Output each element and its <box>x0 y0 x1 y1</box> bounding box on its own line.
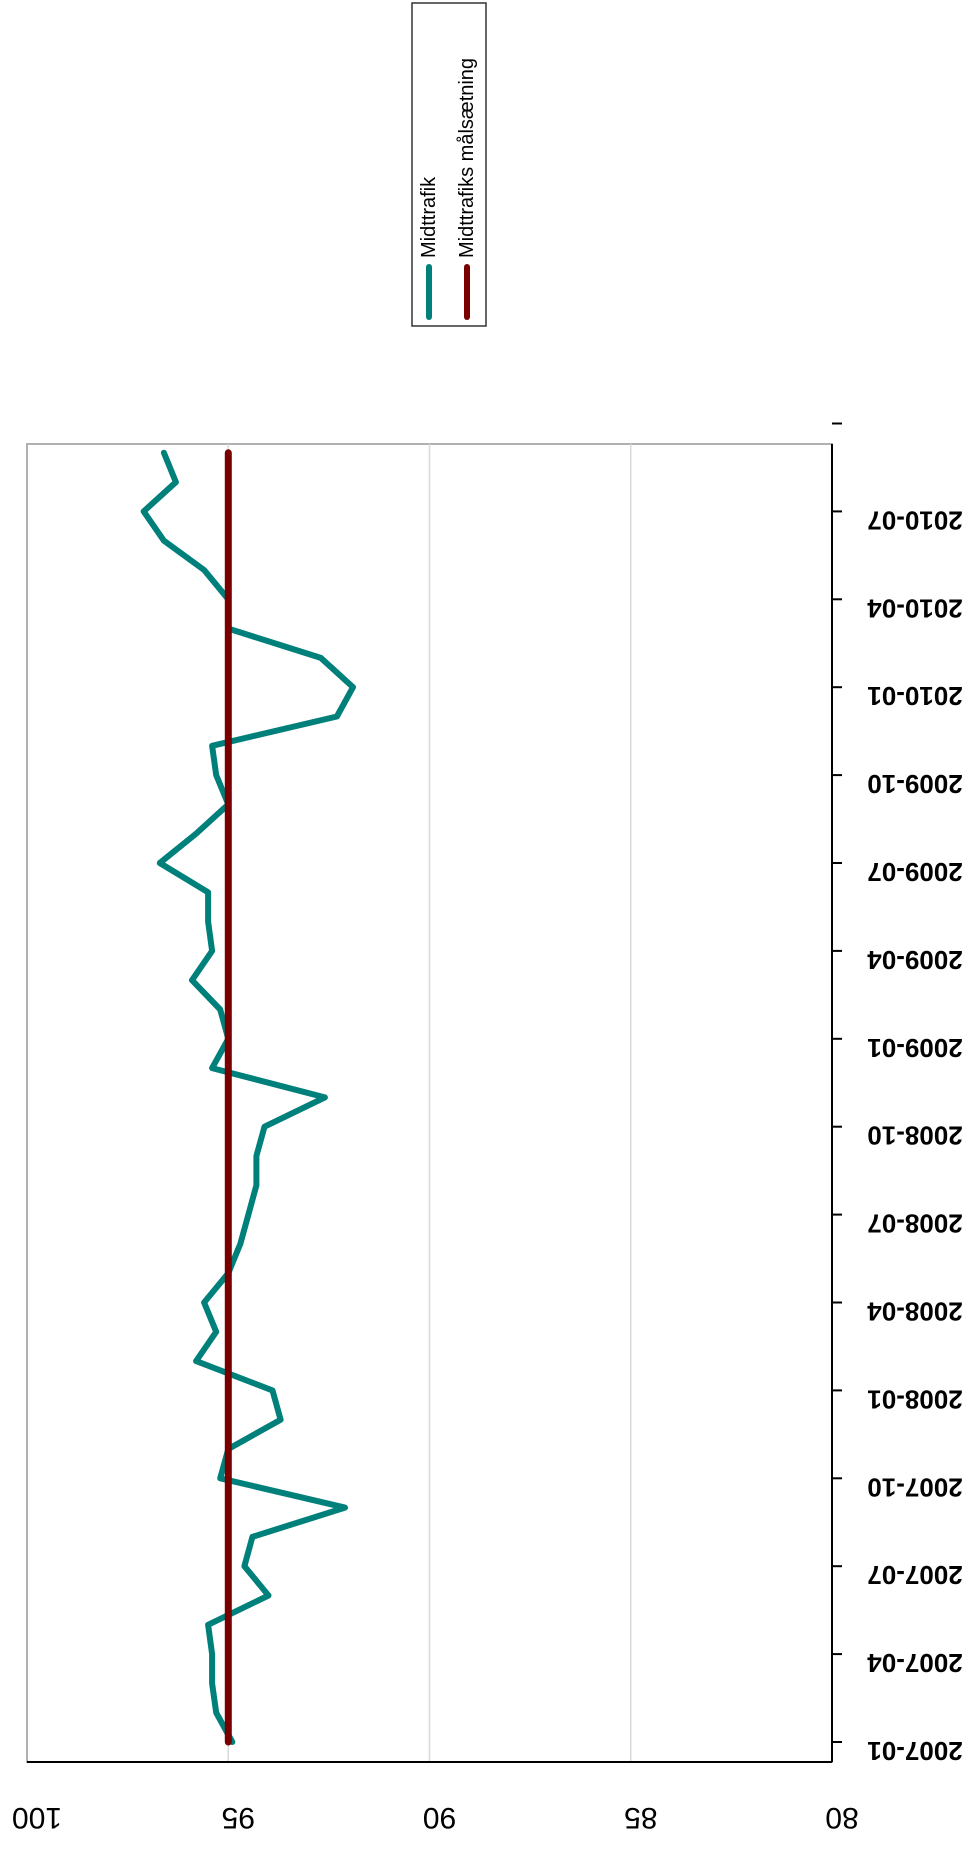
x-tick-label: 2008-07 <box>867 1209 962 1239</box>
y-tick-label: 100 <box>12 1801 62 1834</box>
x-tick-label: 2008-04 <box>867 1297 963 1327</box>
x-axis-tick-labels: 2007-01 2007-04 2007-07 2007-10 2008-01 2008-… <box>867 505 963 1766</box>
x-tick-label: 2009-04 <box>867 945 963 975</box>
x-tick-label: 2010-04 <box>867 593 963 623</box>
legend-label-midttrafik: Midttrafik <box>418 176 440 258</box>
legend-box <box>411 2 487 327</box>
x-tick-label: 2009-01 <box>867 1033 962 1063</box>
x-tick-label: 2008-10 <box>867 1121 962 1151</box>
y-tick-label: 95 <box>222 1801 255 1834</box>
series-line-midttrafik <box>140 449 356 1745</box>
x-axis-ticks <box>832 422 842 1743</box>
x-tick-label: 2007-04 <box>867 1648 963 1678</box>
x-tick-label: 2007-10 <box>867 1472 962 1502</box>
y-tick-label: 90 <box>423 1801 456 1834</box>
x-tick-label: 2010-07 <box>867 505 962 535</box>
x-tick-label: 2007-07 <box>867 1560 962 1590</box>
x-tick-label: 2009-10 <box>867 769 962 799</box>
legend: Midttrafik Midttrafiks målsætning <box>411 2 487 327</box>
x-tick-label: 2008-01 <box>867 1384 962 1414</box>
x-tick-label: 2009-07 <box>867 857 962 887</box>
x-tick-label: 2007-01 <box>867 1736 962 1766</box>
series-group <box>140 449 356 1746</box>
x-tick-label: 2010-01 <box>867 681 962 711</box>
y-tick-label: 85 <box>624 1801 657 1834</box>
y-tick-label: 80 <box>825 1801 858 1834</box>
legend-label-maalsaetning: Midttrafiks målsætning <box>456 58 478 258</box>
y-axis-tick-labels: 100 95 90 85 80 <box>12 1801 859 1834</box>
